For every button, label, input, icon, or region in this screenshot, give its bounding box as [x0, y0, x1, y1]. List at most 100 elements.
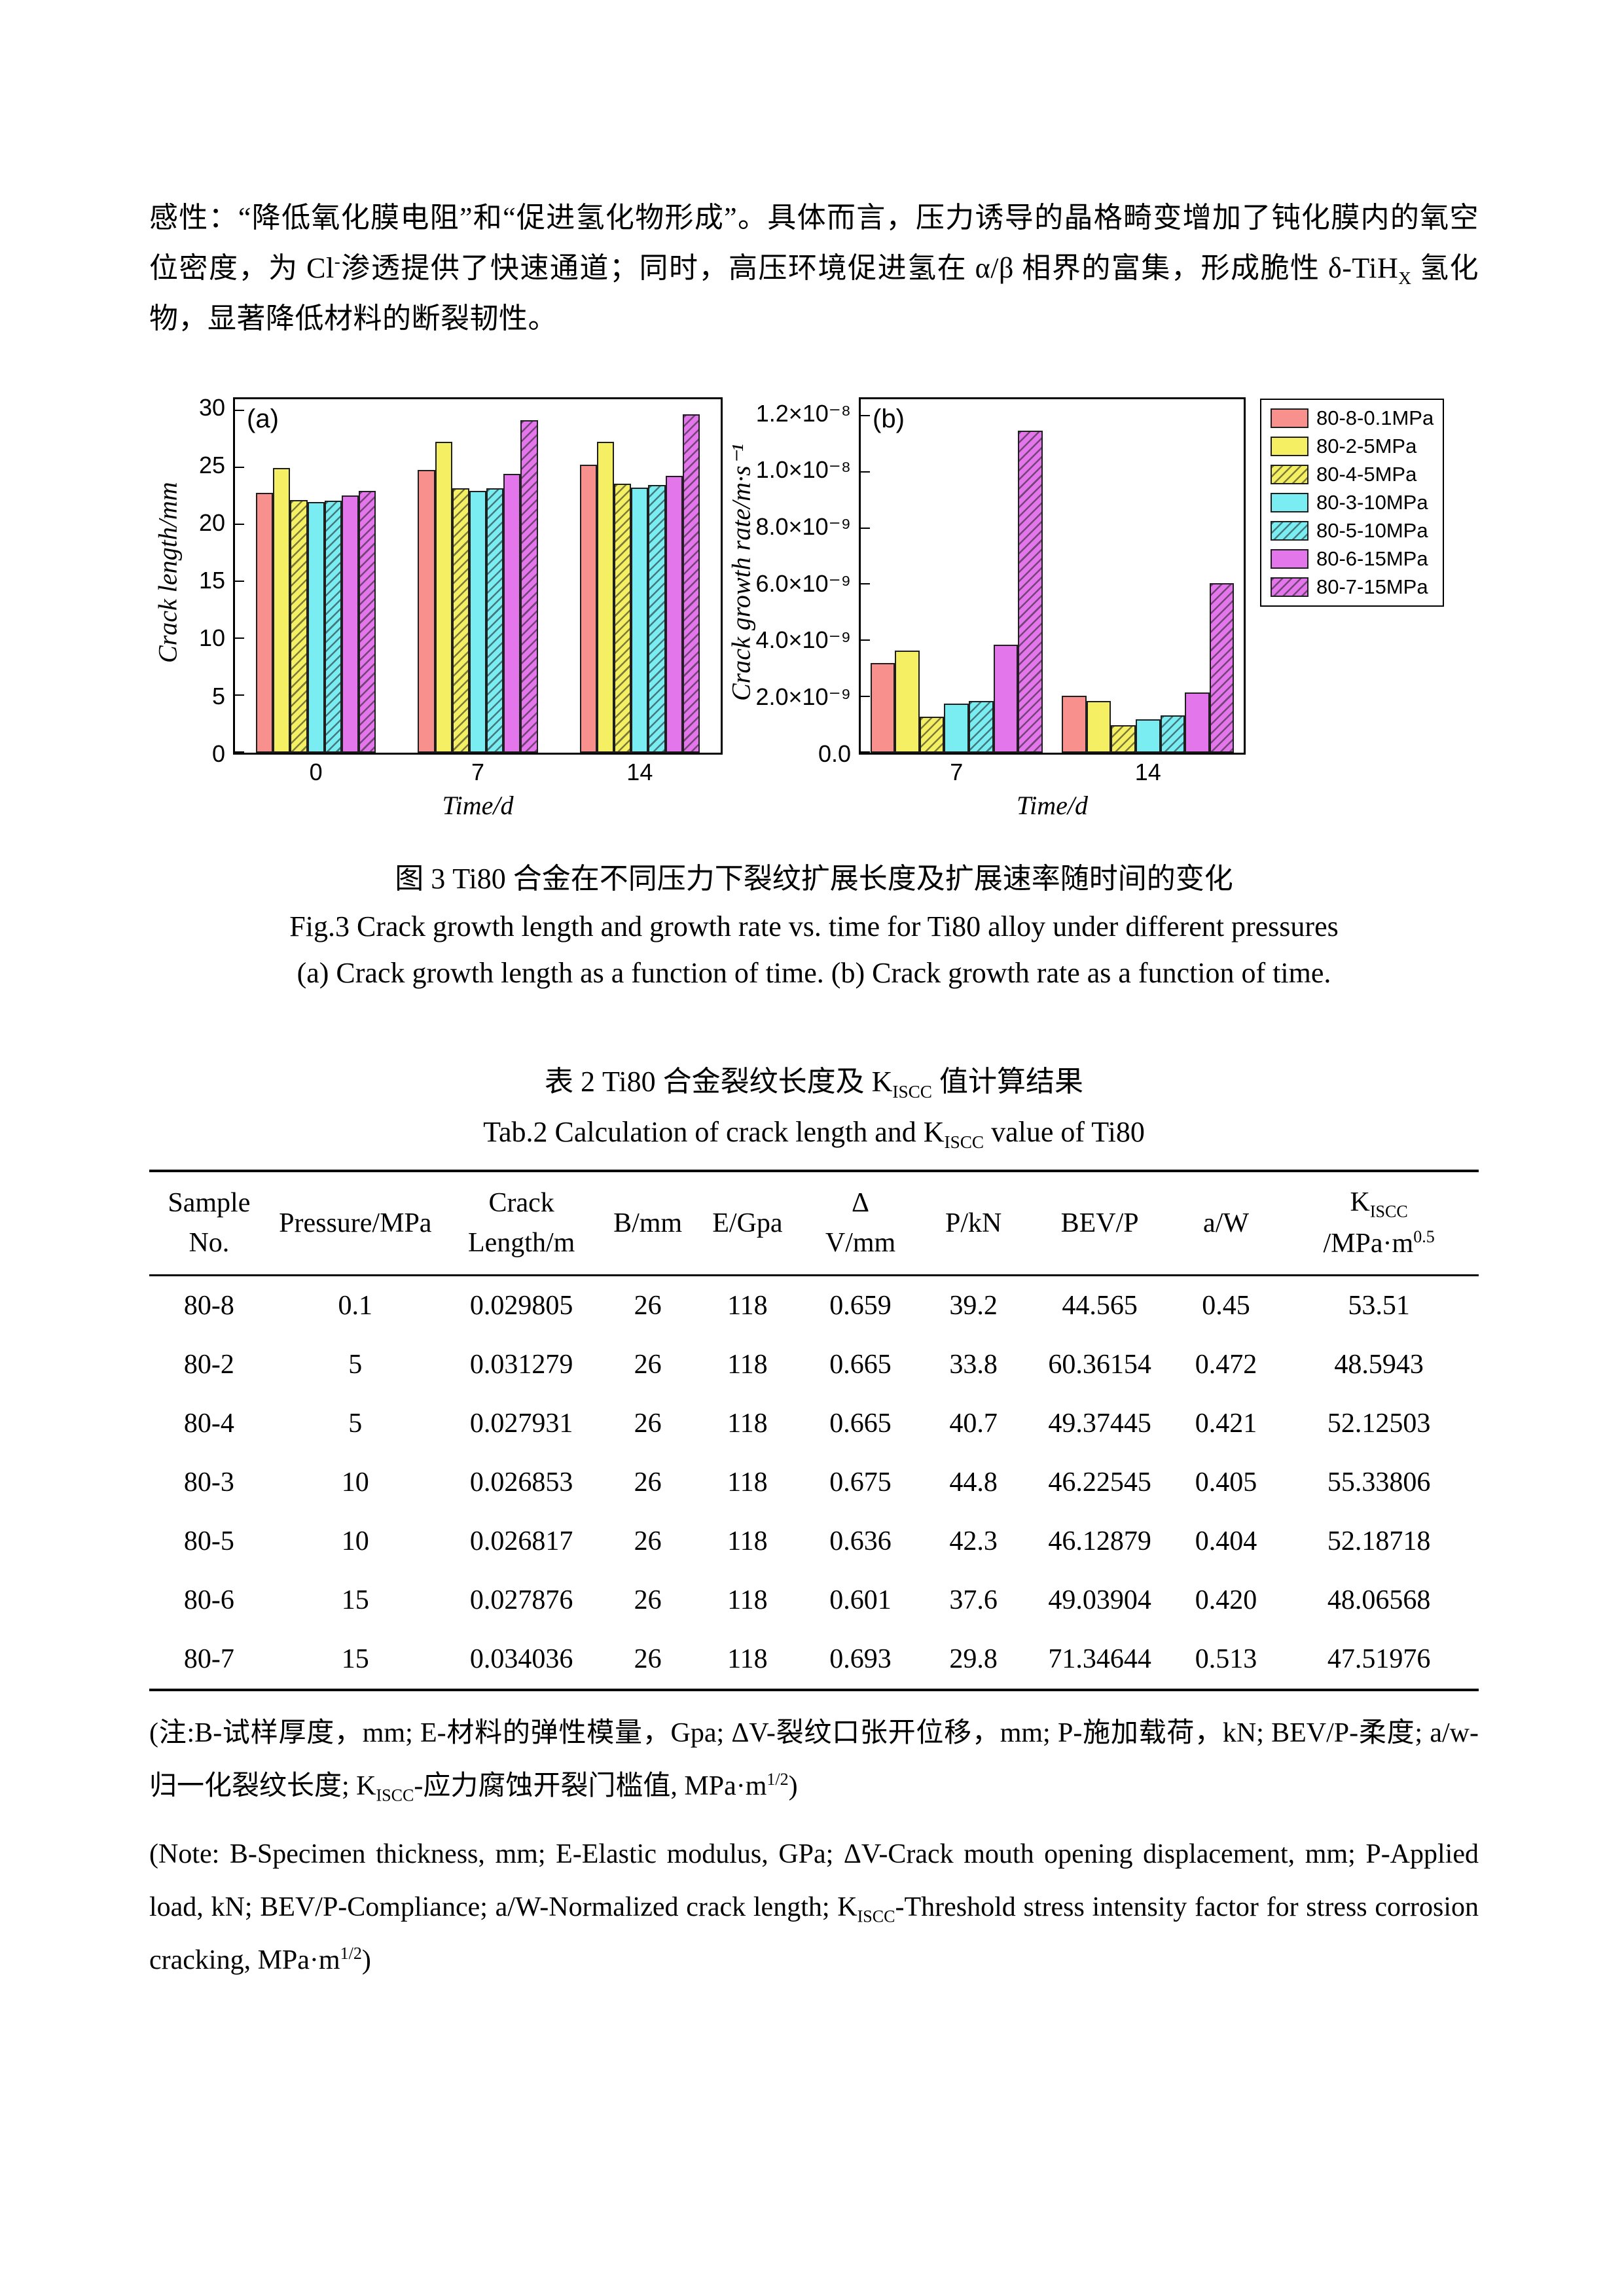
column-header: BEV/P: [1026, 1170, 1173, 1276]
bar: [418, 470, 435, 753]
y-tick-label: 4.0×10⁻⁹: [755, 626, 851, 654]
table-cell: 118: [727, 1526, 768, 1556]
note-en: (Note: B-Specimen thickness, mm; E-Elast…: [149, 1839, 1479, 1975]
table-notes: (注:B-试样厚度，mm; E-材料的弹性模量，Gpa; ΔV-裂纹口张开位移，…: [149, 1707, 1479, 1986]
table-cell: 26: [634, 1467, 662, 1498]
table-cell: 0.665: [829, 1350, 892, 1380]
y-tick-mark: [235, 751, 244, 753]
y-tick-mark: [235, 694, 244, 696]
bar: [870, 663, 895, 753]
plot-area: (b): [859, 397, 1246, 755]
y-axis-label: Crack growth rate/m·s⁻¹: [726, 444, 756, 702]
table-cell: 0.034036: [469, 1644, 573, 1674]
bar: [341, 495, 359, 753]
table-cell: 80-4: [183, 1408, 234, 1439]
table-row: 80-2 5 0.031279 26 118 0.665 33.8 60.36154 0.472…: [149, 1335, 1479, 1394]
table-cell: 15: [341, 1644, 369, 1674]
legend-label: 80-2-5MPa: [1316, 435, 1417, 458]
intro-paragraph: 感性：“降低氧化膜电阻”和“促进氢化物形成”。具体而言，压力诱导的晶格畸变增加了…: [149, 202, 1479, 334]
x-axis-label: Time/d: [1017, 791, 1088, 821]
y-tick-label: 5: [211, 682, 225, 709]
bar: [486, 488, 504, 753]
table-cell: 80-2: [183, 1350, 234, 1380]
figure-caption-sub: (a) Crack growth length as a function of…: [297, 957, 1331, 990]
legend-label: 80-8-0.1MPa: [1316, 406, 1434, 430]
chart-a: Crack length/mm 0 5 10 15 20 25 30 (a) 0 7 14 Time/d: [149, 394, 723, 821]
figure-caption-en: Fig.3 Crack growth length and growth rat…: [289, 910, 1339, 943]
y-tick-label: 0: [211, 740, 225, 767]
table-cell: 0.636: [829, 1526, 892, 1556]
legend-label: 80-6-15MPa: [1316, 547, 1428, 571]
legend-label: 80-5-10MPa: [1316, 519, 1428, 543]
panel-label: (a): [247, 404, 279, 434]
column-header: B/mm: [601, 1170, 695, 1276]
legend-swatch: [1271, 493, 1308, 513]
table-cell: 80-3: [183, 1467, 234, 1498]
x-tick-label: 7: [950, 759, 964, 786]
y-tick-label: 10: [198, 624, 225, 652]
table-cell: 0.026853: [469, 1467, 573, 1498]
table-cell: 26: [634, 1408, 662, 1439]
table-cell: 0.027931: [469, 1408, 573, 1439]
y-tick-label: 30: [198, 394, 225, 422]
x-tick-label: 0: [309, 759, 323, 786]
y-tick-mark: [235, 637, 244, 639]
table-cell: 53.51: [1348, 1291, 1410, 1321]
bar: [579, 464, 597, 753]
plot-row: 0 5 10 15 20 25 30 (a): [186, 394, 723, 765]
legend-entry: 80-3-10MPa: [1271, 491, 1434, 514]
table-cell: 0.421: [1195, 1408, 1257, 1439]
table-row: 80-8 0.1 0.029805 26 118 0.659 39.2 44.565 0.45 5…: [149, 1276, 1479, 1336]
table-cell: 10: [341, 1526, 369, 1556]
bar: [273, 467, 291, 753]
table-cell: 10: [341, 1467, 369, 1498]
table-cell: 0.031279: [469, 1350, 573, 1380]
column-header: E/Gpa: [694, 1170, 801, 1276]
table-header-row: Sample No. Pressure/MPa Crack Length/m B/mm E/…: [149, 1170, 1479, 1276]
table-row: 80-6 15 0.027876 26 118 0.601 37.6 49.03904 0.42…: [149, 1571, 1479, 1630]
table-cell: 29.8: [949, 1644, 998, 1674]
y-tick-label: 8.0×10⁻⁹: [755, 512, 851, 540]
y-tick-label: 1.0×10⁻⁸: [755, 456, 851, 484]
table-cell: 118: [727, 1291, 768, 1321]
table-cell: 0.659: [829, 1291, 892, 1321]
y-tick-mark: [861, 751, 870, 753]
table-cell: 55.33806: [1327, 1467, 1431, 1498]
legend-entry: 80-8-0.1MPa: [1271, 406, 1434, 430]
table-cell: 26: [634, 1585, 662, 1615]
y-tick-label: 20: [198, 509, 225, 537]
table-cell: 0.405: [1195, 1467, 1257, 1498]
table-cell: 0.693: [829, 1644, 892, 1674]
x-tick-label: 14: [626, 759, 653, 786]
y-tick-label: 2.0×10⁻⁹: [755, 683, 851, 710]
legend-entry: 80-2-5MPa: [1271, 435, 1434, 458]
bar: [324, 501, 342, 753]
table-cell: 26: [634, 1526, 662, 1556]
table-row: 80-3 10 0.026853 26 118 0.675 44.8 46.22545 0.40…: [149, 1453, 1479, 1512]
bar: [665, 476, 683, 753]
table-cell: 5: [348, 1408, 363, 1439]
table-cell: 48.06568: [1327, 1585, 1431, 1615]
bar: [614, 484, 632, 753]
chart-main: 0 5 10 15 20 25 30 (a) 0 7 14 Time/d: [186, 394, 723, 821]
y-axis: 0 5 10 15 20 25 30: [186, 394, 233, 765]
legend-label: 80-4-5MPa: [1316, 463, 1417, 486]
bar: [1062, 695, 1087, 753]
y-tick-mark: [235, 409, 244, 411]
table-cell: 52.12503: [1327, 1408, 1431, 1439]
bar: [969, 701, 994, 753]
chart-legend: 80-8-0.1MPa 80-2-5MPa 80-4-5MPa 80-3-10MPa 8…: [1260, 399, 1445, 607]
table-cell: 49.03904: [1048, 1585, 1151, 1615]
table-cell: 15: [341, 1585, 369, 1615]
y-tick-label: 25: [198, 452, 225, 479]
y-axis: 0.0 2.0×10⁻⁹ 4.0×10⁻⁹ 6.0×10⁻⁹ 8.0×10⁻⁹ 1.0×1…: [755, 397, 859, 765]
table-cell: 44.565: [1062, 1291, 1138, 1321]
table-cell: 33.8: [949, 1350, 998, 1380]
column-header: P/kN: [920, 1170, 1027, 1276]
table-cell: 0.513: [1195, 1644, 1257, 1674]
bar: [1160, 715, 1185, 753]
bar: [919, 716, 945, 753]
y-tick-mark: [235, 466, 244, 468]
bar: [359, 490, 376, 753]
table-cell: 42.3: [949, 1526, 998, 1556]
